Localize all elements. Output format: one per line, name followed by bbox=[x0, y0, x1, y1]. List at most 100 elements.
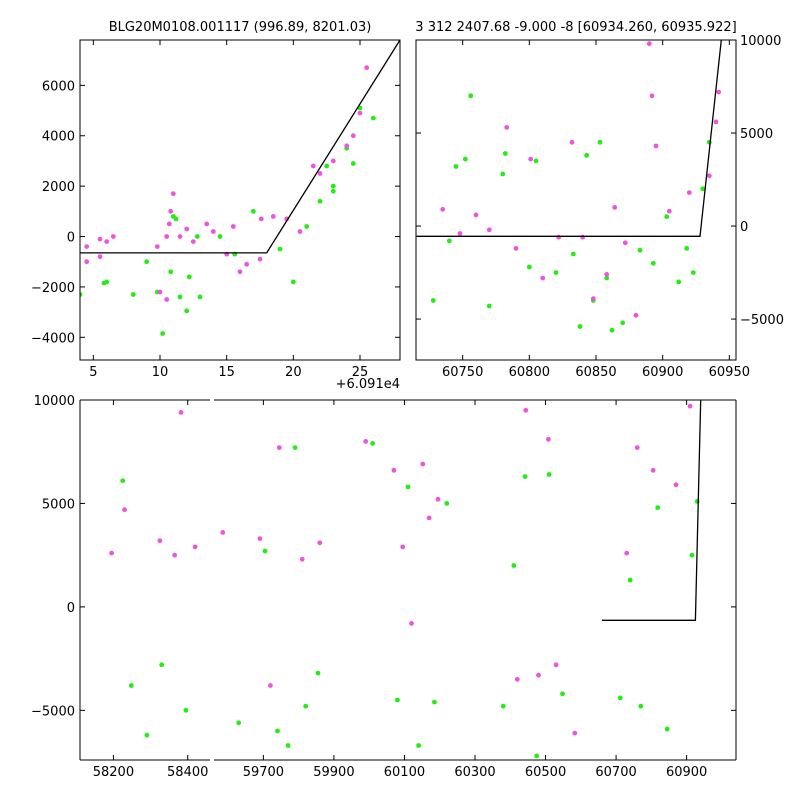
top-left-axes: BLG20M0108.001117 (996.89, 8201.03) +6.0… bbox=[31, 20, 401, 392]
b-xtick-label: 60900 bbox=[666, 765, 707, 780]
tr-magenta-point bbox=[486, 227, 492, 233]
tr-green-point bbox=[468, 93, 474, 99]
tl-green-point bbox=[197, 294, 203, 300]
b-xtick-label: 60500 bbox=[525, 765, 566, 780]
tl-ytick-label: −2000 bbox=[31, 281, 75, 296]
b-segment-marks bbox=[109, 410, 198, 738]
tl-green-point bbox=[304, 224, 310, 229]
top-right-plot-area bbox=[416, 40, 722, 333]
tl-green-point bbox=[290, 279, 296, 285]
tl-xtick-label: 10 bbox=[152, 365, 169, 380]
tl-magenta-point bbox=[317, 171, 323, 176]
tl-magenta-point bbox=[357, 110, 363, 116]
b-green-point bbox=[315, 670, 321, 676]
tr-green-point bbox=[584, 152, 590, 158]
tl-green-point bbox=[186, 274, 192, 280]
tl-magenta-point bbox=[270, 214, 276, 219]
tr-green-point bbox=[577, 324, 583, 329]
tr-magenta-point bbox=[612, 205, 618, 210]
tl-green-point bbox=[130, 292, 136, 297]
bottom-frame bbox=[79, 399, 737, 761]
tr-magenta-point bbox=[716, 89, 722, 95]
b-magenta-point bbox=[546, 436, 551, 442]
tl-ytick-label: 2000 bbox=[42, 180, 75, 195]
tr-magenta-point bbox=[440, 206, 446, 212]
tl-magenta-point bbox=[84, 259, 90, 265]
top-left-offset-label: +6.091e4 bbox=[336, 377, 400, 392]
b-magenta-point bbox=[178, 410, 184, 415]
tl-ytick-label: 6000 bbox=[42, 79, 75, 94]
b-magenta-point bbox=[122, 507, 127, 513]
b-xtick-label: 60700 bbox=[595, 765, 636, 780]
tl-magenta-point bbox=[104, 239, 110, 245]
tr-xtick-label: 60950 bbox=[709, 365, 750, 380]
b-green-point bbox=[664, 726, 670, 732]
tr-green-point bbox=[620, 320, 626, 326]
tr-xtick-label: 60800 bbox=[509, 365, 550, 380]
tr-green-point bbox=[486, 303, 492, 309]
tl-magenta-point bbox=[204, 221, 210, 227]
b-magenta-point bbox=[536, 672, 541, 678]
tl-magenta-point bbox=[364, 65, 370, 71]
tl-green-point bbox=[80, 292, 83, 297]
tr-magenta-point bbox=[556, 234, 562, 240]
b-ytick-label: 0 bbox=[67, 601, 75, 616]
b-magenta-point bbox=[220, 530, 226, 535]
tr-magenta-point bbox=[706, 173, 712, 179]
b-ytick-label: 10000 bbox=[34, 394, 75, 409]
tl-ytick-label: 0 bbox=[67, 231, 75, 246]
tl-magenta-point bbox=[230, 224, 236, 229]
b-green-point bbox=[159, 662, 165, 668]
tl-magenta-point bbox=[166, 221, 172, 227]
b-magenta-point bbox=[276, 445, 282, 450]
tr-green-point bbox=[553, 270, 559, 275]
tr-green-point bbox=[604, 275, 610, 281]
b-green-point bbox=[432, 699, 437, 705]
tl-clipped-marks bbox=[80, 40, 400, 336]
b-green-point bbox=[444, 501, 450, 506]
b-magenta-point bbox=[634, 445, 640, 450]
b-green-point bbox=[370, 441, 376, 446]
tl-magenta-point bbox=[258, 216, 264, 222]
tl-magenta-point bbox=[344, 143, 350, 149]
b-xtick-label: 60300 bbox=[454, 765, 495, 780]
tl-green-point bbox=[330, 183, 336, 189]
tr-green-point bbox=[684, 246, 690, 251]
top-left-plot-area bbox=[80, 40, 400, 336]
tl-green-point bbox=[277, 246, 283, 252]
tr-magenta-point bbox=[646, 41, 652, 47]
tl-magenta-point bbox=[168, 208, 174, 214]
tl-green-point bbox=[168, 269, 174, 275]
tr-magenta-point bbox=[666, 208, 672, 214]
b-model-line bbox=[602, 400, 702, 621]
tr-magenta-point bbox=[622, 240, 628, 246]
tl-magenta-point bbox=[257, 256, 263, 262]
tl-green-point bbox=[177, 294, 183, 300]
tr-magenta-point bbox=[528, 156, 534, 162]
tr-magenta-point bbox=[540, 275, 546, 281]
b-magenta-point bbox=[299, 556, 305, 562]
b-green-point bbox=[500, 703, 506, 709]
tl-ytick-label: −4000 bbox=[31, 331, 75, 346]
tl-magenta-point bbox=[97, 254, 103, 260]
tl-magenta-point bbox=[84, 244, 90, 250]
tl-xtick-label: 20 bbox=[285, 365, 302, 380]
tl-magenta-point bbox=[244, 261, 250, 267]
b-green-point bbox=[275, 728, 280, 734]
b-green-point bbox=[183, 707, 189, 713]
b-magenta-point bbox=[391, 467, 397, 473]
b-segment-marks bbox=[220, 400, 702, 759]
tr-ytick-label: 5000 bbox=[740, 127, 773, 142]
b-magenta-point bbox=[172, 552, 178, 558]
tr-magenta-point bbox=[633, 312, 639, 318]
top-right-axes: 3 312 2407.68 -9.000 -8 [60934.260, 6093… bbox=[415, 20, 784, 380]
tr-ytick-label: 10000 bbox=[740, 34, 781, 49]
tr-green-point bbox=[664, 214, 670, 220]
tr-magenta-point bbox=[604, 272, 610, 277]
tl-magenta-point bbox=[184, 226, 190, 232]
b-green-point bbox=[546, 472, 552, 477]
b-magenta-point bbox=[687, 403, 693, 409]
tl-green-point bbox=[330, 188, 336, 194]
